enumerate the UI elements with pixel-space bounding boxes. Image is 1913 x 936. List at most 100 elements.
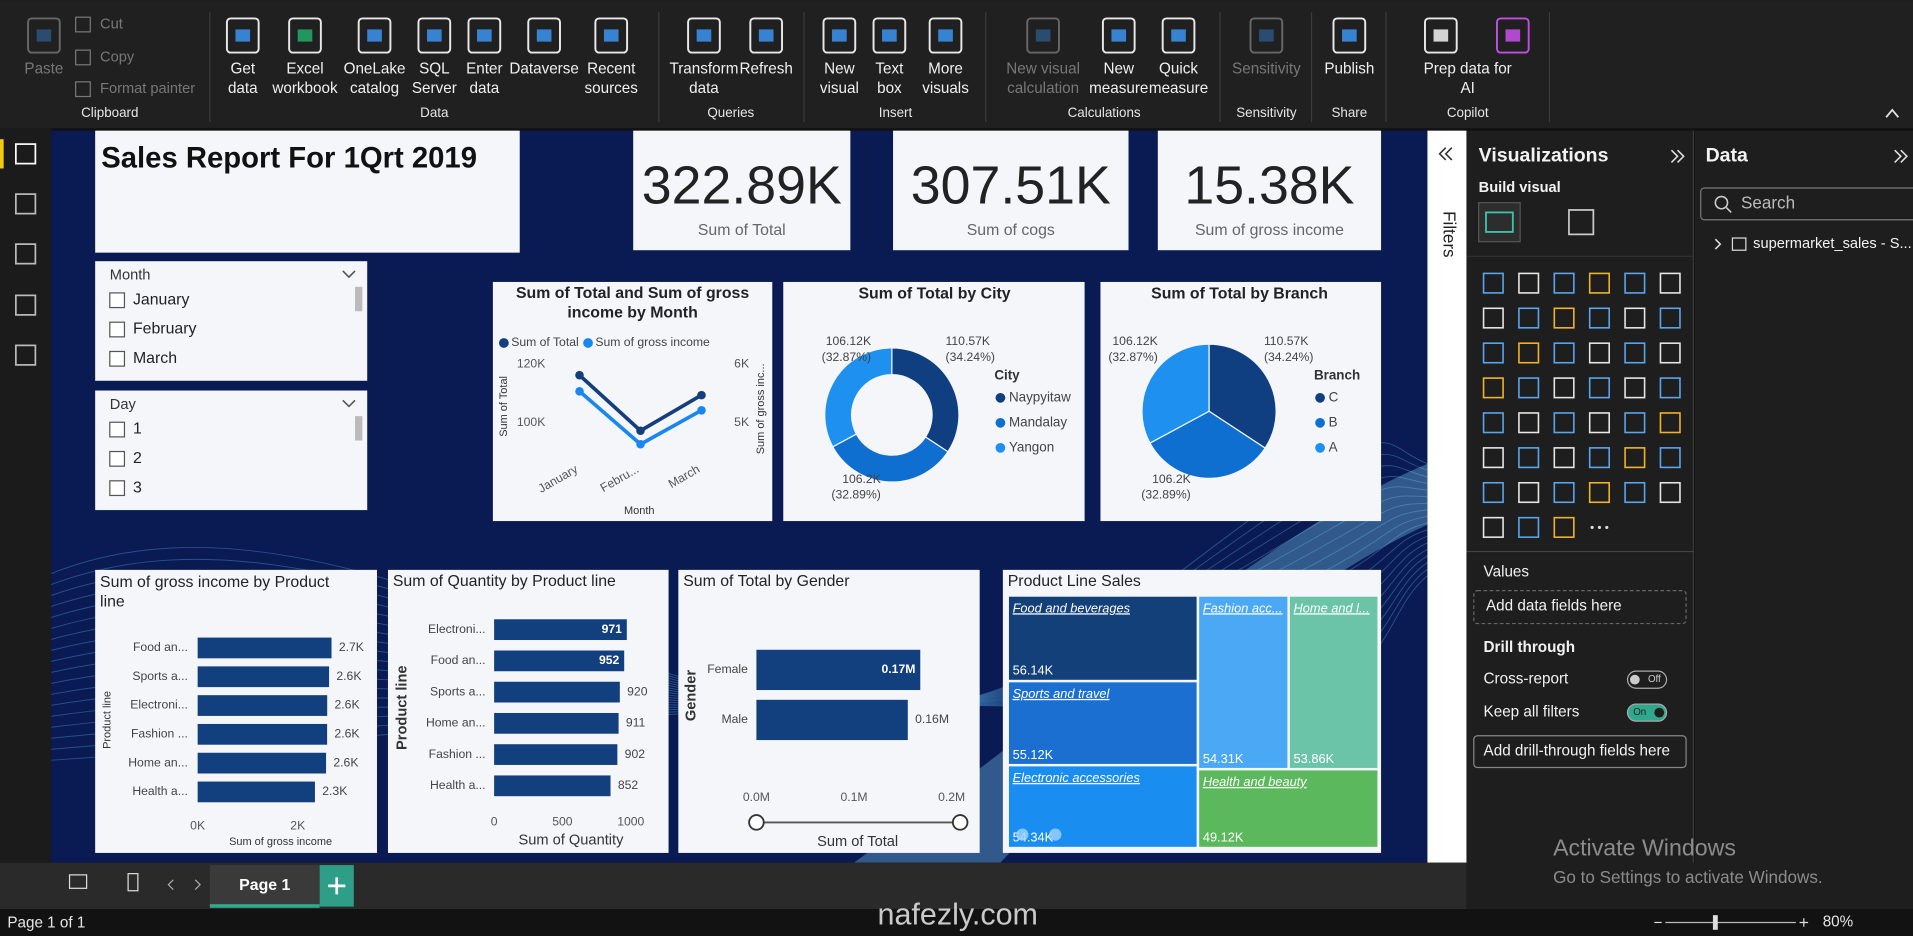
slicer-item[interactable]: March bbox=[133, 350, 177, 367]
field-well-placeholder[interactable]: Add drill-through fields here bbox=[1484, 743, 1671, 760]
visual-type-icon[interactable] bbox=[1659, 272, 1681, 294]
visual-type-icon[interactable] bbox=[1588, 272, 1611, 294]
scroll-left[interactable] bbox=[167, 879, 174, 890]
slicer-item[interactable]: 2 bbox=[133, 450, 142, 467]
ribbon-button-label[interactable]: New bbox=[1104, 61, 1135, 78]
visual-type-icon[interactable] bbox=[1482, 272, 1504, 294]
scroll-right[interactable] bbox=[194, 879, 201, 890]
ribbon-button-label[interactable]: sources bbox=[585, 80, 639, 97]
visual-type-icon[interactable] bbox=[1624, 272, 1646, 294]
ribbon-button-label[interactable]: Quick bbox=[1159, 61, 1198, 78]
ribbon-button-label[interactable]: measure bbox=[1149, 80, 1208, 97]
collapse-pane[interactable] bbox=[1894, 149, 1909, 163]
ribbon-button-label[interactable]: workbook bbox=[271, 80, 338, 97]
visual-type-icon[interactable] bbox=[1482, 481, 1504, 504]
ribbon-button-label[interactable]: Paste bbox=[24, 61, 63, 78]
ribbon-button-label[interactable]: New visual bbox=[1006, 61, 1080, 78]
visual-type-icon[interactable] bbox=[1553, 412, 1575, 434]
slicer-dropdown[interactable] bbox=[342, 270, 356, 279]
ribbon-button-label[interactable]: visual bbox=[820, 80, 859, 97]
ribbon-button-label[interactable]: Sensitivity bbox=[1232, 61, 1301, 78]
visual-type-icon[interactable] bbox=[1624, 342, 1646, 364]
ribbon-button-label[interactable]: Transform bbox=[669, 61, 738, 78]
ribbon-button-label[interactable]: data bbox=[689, 80, 719, 97]
more-visuals[interactable] bbox=[1590, 525, 1594, 530]
ribbon-button-label[interactable]: data bbox=[470, 80, 500, 97]
visual-type-icon[interactable] bbox=[1482, 516, 1504, 538]
visual-type-icon[interactable] bbox=[1553, 342, 1575, 364]
visual-type-icon[interactable] bbox=[1588, 412, 1611, 434]
visual-type-icon[interactable] bbox=[1518, 307, 1540, 329]
visual-type-icon[interactable] bbox=[1588, 447, 1611, 469]
visual-type-icon[interactable] bbox=[1588, 342, 1611, 364]
visual-type-icon[interactable] bbox=[1624, 377, 1646, 399]
ribbon-button-label[interactable]: Format painter bbox=[100, 81, 195, 97]
page-tab-label[interactable]: Page 1 bbox=[239, 877, 290, 894]
visual-type-icon[interactable] bbox=[1588, 377, 1611, 399]
visual-type-icon[interactable] bbox=[1518, 342, 1540, 364]
visual-type-icon[interactable] bbox=[1659, 342, 1681, 364]
collapse-pane[interactable] bbox=[1670, 149, 1685, 163]
visual-type-icon[interactable] bbox=[1588, 481, 1611, 504]
visual-type-icon[interactable] bbox=[1518, 377, 1540, 399]
visual-type-icon[interactable] bbox=[1482, 342, 1504, 364]
slicer-item[interactable]: 3 bbox=[133, 479, 142, 496]
zoom-in[interactable] bbox=[1799, 918, 1809, 927]
slicer-item[interactable]: February bbox=[133, 321, 197, 338]
visual-type-icon[interactable] bbox=[1553, 516, 1575, 538]
ribbon-button-label[interactable]: measure bbox=[1089, 80, 1148, 97]
visual-type-icon[interactable] bbox=[1482, 307, 1504, 329]
slicer-dropdown[interactable] bbox=[342, 399, 356, 408]
expand-table[interactable] bbox=[1714, 238, 1722, 250]
slicer-item[interactable]: January bbox=[133, 291, 189, 308]
ribbon-button-label[interactable]: More bbox=[928, 61, 963, 78]
toggle[interactable] bbox=[1626, 703, 1668, 722]
visual-type-icon[interactable] bbox=[1518, 447, 1540, 469]
ribbon-button-label[interactable]: Copy bbox=[100, 49, 135, 65]
visual-type-icon[interactable] bbox=[1588, 307, 1611, 329]
visual-type-icon[interactable] bbox=[1518, 412, 1540, 434]
visual-type-icon[interactable] bbox=[1482, 377, 1504, 399]
more-visuals[interactable] bbox=[1597, 525, 1602, 530]
ribbon-button-label[interactable]: Refresh bbox=[739, 61, 792, 78]
visual-type-icon[interactable] bbox=[1659, 377, 1681, 399]
visual-type-icon[interactable] bbox=[1518, 272, 1540, 294]
ribbon-button-label[interactable]: box bbox=[877, 80, 902, 97]
visual-type-icon[interactable] bbox=[1624, 447, 1646, 469]
ribbon-button-label[interactable]: Recent bbox=[587, 61, 636, 78]
table-name[interactable]: supermarket_sales - S... bbox=[1753, 236, 1912, 252]
expand-filters[interactable] bbox=[1438, 147, 1453, 161]
visual-type-icon[interactable] bbox=[1518, 516, 1540, 538]
visual-type-icon[interactable] bbox=[1659, 481, 1681, 504]
visual-type-icon[interactable] bbox=[1518, 481, 1540, 504]
ribbon-button-label[interactable]: visuals bbox=[922, 80, 969, 97]
ribbon-button-label[interactable]: Publish bbox=[1324, 61, 1374, 78]
visual-type-icon[interactable] bbox=[1553, 307, 1575, 329]
ribbon-button-label[interactable]: New bbox=[824, 61, 855, 78]
visual-type-icon[interactable] bbox=[1482, 412, 1504, 434]
field-well-placeholder[interactable]: Add data fields here bbox=[1486, 598, 1622, 615]
search-box[interactable] bbox=[1700, 187, 1913, 221]
ribbon-button-label[interactable]: catalog bbox=[350, 80, 399, 97]
collapse-ribbon[interactable] bbox=[1885, 108, 1900, 118]
visual-type-icon[interactable] bbox=[1624, 307, 1646, 329]
ribbon-button-label[interactable]: Server bbox=[412, 80, 457, 97]
visual-type-icon[interactable] bbox=[1659, 307, 1681, 329]
visual-type-icon[interactable] bbox=[1624, 481, 1646, 504]
more-visuals[interactable] bbox=[1605, 525, 1609, 530]
ribbon-button-label[interactable]: Prep data for bbox=[1424, 61, 1512, 78]
range-slider-handle[interactable] bbox=[748, 814, 765, 831]
page-tab[interactable] bbox=[209, 865, 320, 907]
visual-type-icon[interactable] bbox=[1624, 412, 1646, 434]
toggle[interactable] bbox=[1626, 670, 1668, 689]
visual-type-icon[interactable] bbox=[1482, 447, 1504, 469]
ribbon-button-label[interactable]: Excel bbox=[286, 61, 323, 78]
ribbon-button-label[interactable]: Cut bbox=[100, 16, 123, 32]
range-slider-handle[interactable] bbox=[951, 814, 969, 831]
slicer-item[interactable]: 1 bbox=[133, 421, 142, 438]
visual-type-icon[interactable] bbox=[1553, 272, 1575, 294]
ribbon-button-label[interactable]: calculation bbox=[1007, 80, 1079, 97]
visual-type-icon[interactable] bbox=[1659, 447, 1681, 469]
zoom-thumb[interactable] bbox=[1712, 915, 1718, 930]
filters-title[interactable]: Filters bbox=[1440, 211, 1459, 258]
